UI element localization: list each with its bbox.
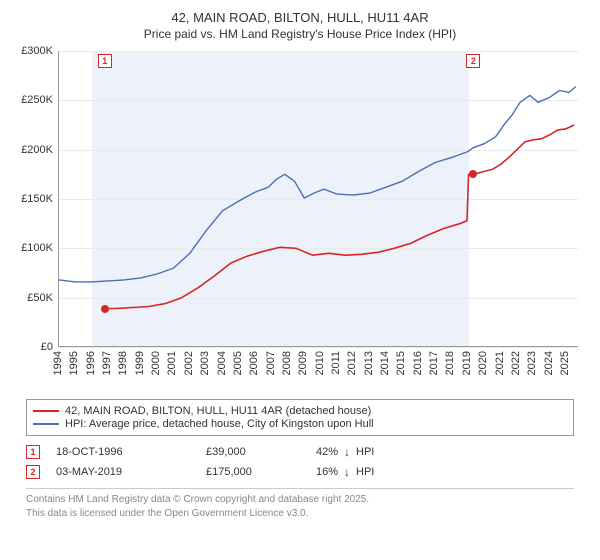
x-axis-label: 2020 <box>477 351 489 375</box>
x-axis-label: 2013 <box>363 351 375 375</box>
legend-row-property: 42, MAIN ROAD, BILTON, HULL, HU11 4AR (d… <box>33 405 567 417</box>
y-axis-label: £50K <box>27 292 59 304</box>
x-axis-label: 2017 <box>428 351 440 375</box>
sale-point-icon <box>469 170 477 178</box>
x-axis-label: 1995 <box>68 351 80 375</box>
sale-marker-icon: 1 <box>98 54 112 68</box>
plot-area: £0£50K£100K£150K£200K£250K£300K12 <box>58 51 578 347</box>
chart-container: 42, MAIN ROAD, BILTON, HULL, HU11 4AR Pr… <box>0 0 600 560</box>
x-axis-label: 2019 <box>461 351 473 375</box>
x-axis-label: 2024 <box>543 351 555 375</box>
legend-row-hpi: HPI: Average price, detached house, City… <box>33 418 567 430</box>
x-axis-label: 2003 <box>199 351 211 375</box>
x-axis-label: 2009 <box>297 351 309 375</box>
x-axis-label: 1997 <box>101 351 113 375</box>
x-axis-label: 2002 <box>183 351 195 375</box>
x-axis-label: 2014 <box>379 351 391 375</box>
x-axis-label: 2004 <box>216 351 228 375</box>
sale-point-icon <box>101 305 109 313</box>
footer-line2: This data is licensed under the Open Gov… <box>26 507 574 521</box>
legend-label-property: 42, MAIN ROAD, BILTON, HULL, HU11 4AR (d… <box>65 405 371 417</box>
x-axis-label: 2005 <box>232 351 244 375</box>
legend-box: 42, MAIN ROAD, BILTON, HULL, HU11 4AR (d… <box>26 399 574 436</box>
sale-price: £175,000 <box>206 466 316 478</box>
x-axis-label: 2006 <box>248 351 260 375</box>
footer-attribution: Contains HM Land Registry data © Crown c… <box>26 488 574 520</box>
x-axis-label: 2025 <box>559 351 571 375</box>
x-axis-label: 2021 <box>494 351 506 375</box>
sale-date: 03-MAY-2019 <box>56 466 206 478</box>
x-axis-label: 2010 <box>314 351 326 375</box>
x-axis-label: 2008 <box>281 351 293 375</box>
footer-line1: Contains HM Land Registry data © Crown c… <box>26 493 574 507</box>
sale-marker-icon: 2 <box>26 465 40 479</box>
arrow-down-icon: ↓ <box>344 465 350 479</box>
x-axis-label: 2011 <box>330 351 342 375</box>
x-axis-label: 1998 <box>117 351 129 375</box>
y-axis-label: £200K <box>21 144 59 156</box>
x-axis-label: 2023 <box>526 351 538 375</box>
sale-marker-icon: 2 <box>466 54 480 68</box>
x-axis-label: 2007 <box>265 351 277 375</box>
sale-marker-icon: 1 <box>26 445 40 459</box>
x-axis-label: 1999 <box>134 351 146 375</box>
sale-hpi: 16% ↓ HPI <box>316 465 374 479</box>
y-axis-label: £250K <box>21 94 59 106</box>
sale-row: 2 03-MAY-2019 £175,000 16% ↓ HPI <box>26 462 574 482</box>
x-axis-label: 2022 <box>510 351 522 375</box>
x-axis-label: 2000 <box>150 351 162 375</box>
sale-row: 1 18-OCT-1996 £39,000 42% ↓ HPI <box>26 442 574 462</box>
x-axis-label: 1996 <box>85 351 97 375</box>
y-axis-label: £150K <box>21 193 59 205</box>
title-address: 42, MAIN ROAD, BILTON, HULL, HU11 4AR <box>14 10 586 25</box>
title-subtitle: Price paid vs. HM Land Registry's House … <box>14 27 586 41</box>
x-axis-label: 2016 <box>412 351 424 375</box>
legend-swatch-hpi <box>33 423 59 425</box>
sale-date: 18-OCT-1996 <box>56 446 206 458</box>
chart-titles: 42, MAIN ROAD, BILTON, HULL, HU11 4AR Pr… <box>14 10 586 41</box>
x-axis-label: 2018 <box>444 351 456 375</box>
sale-hpi: 42% ↓ HPI <box>316 445 374 459</box>
sales-table: 1 18-OCT-1996 £39,000 42% ↓ HPI 2 03-MAY… <box>26 442 574 482</box>
x-axis-label: 2015 <box>395 351 407 375</box>
arrow-down-icon: ↓ <box>344 445 350 459</box>
x-axis-label: 2001 <box>166 351 178 375</box>
y-axis-label: £100K <box>21 242 59 254</box>
x-axis-label: 2012 <box>346 351 358 375</box>
x-axis-labels: 1994199519961997199819992000200120022003… <box>58 351 578 391</box>
y-axis-label: £300K <box>21 45 59 57</box>
x-axis-label: 1994 <box>52 351 64 375</box>
legend-swatch-property <box>33 410 59 412</box>
legend-label-hpi: HPI: Average price, detached house, City… <box>65 418 374 430</box>
sale-price: £39,000 <box>206 446 316 458</box>
line-chart-svg <box>59 51 578 346</box>
chart-area: £0£50K£100K£150K£200K£250K£300K12 199419… <box>14 47 586 397</box>
